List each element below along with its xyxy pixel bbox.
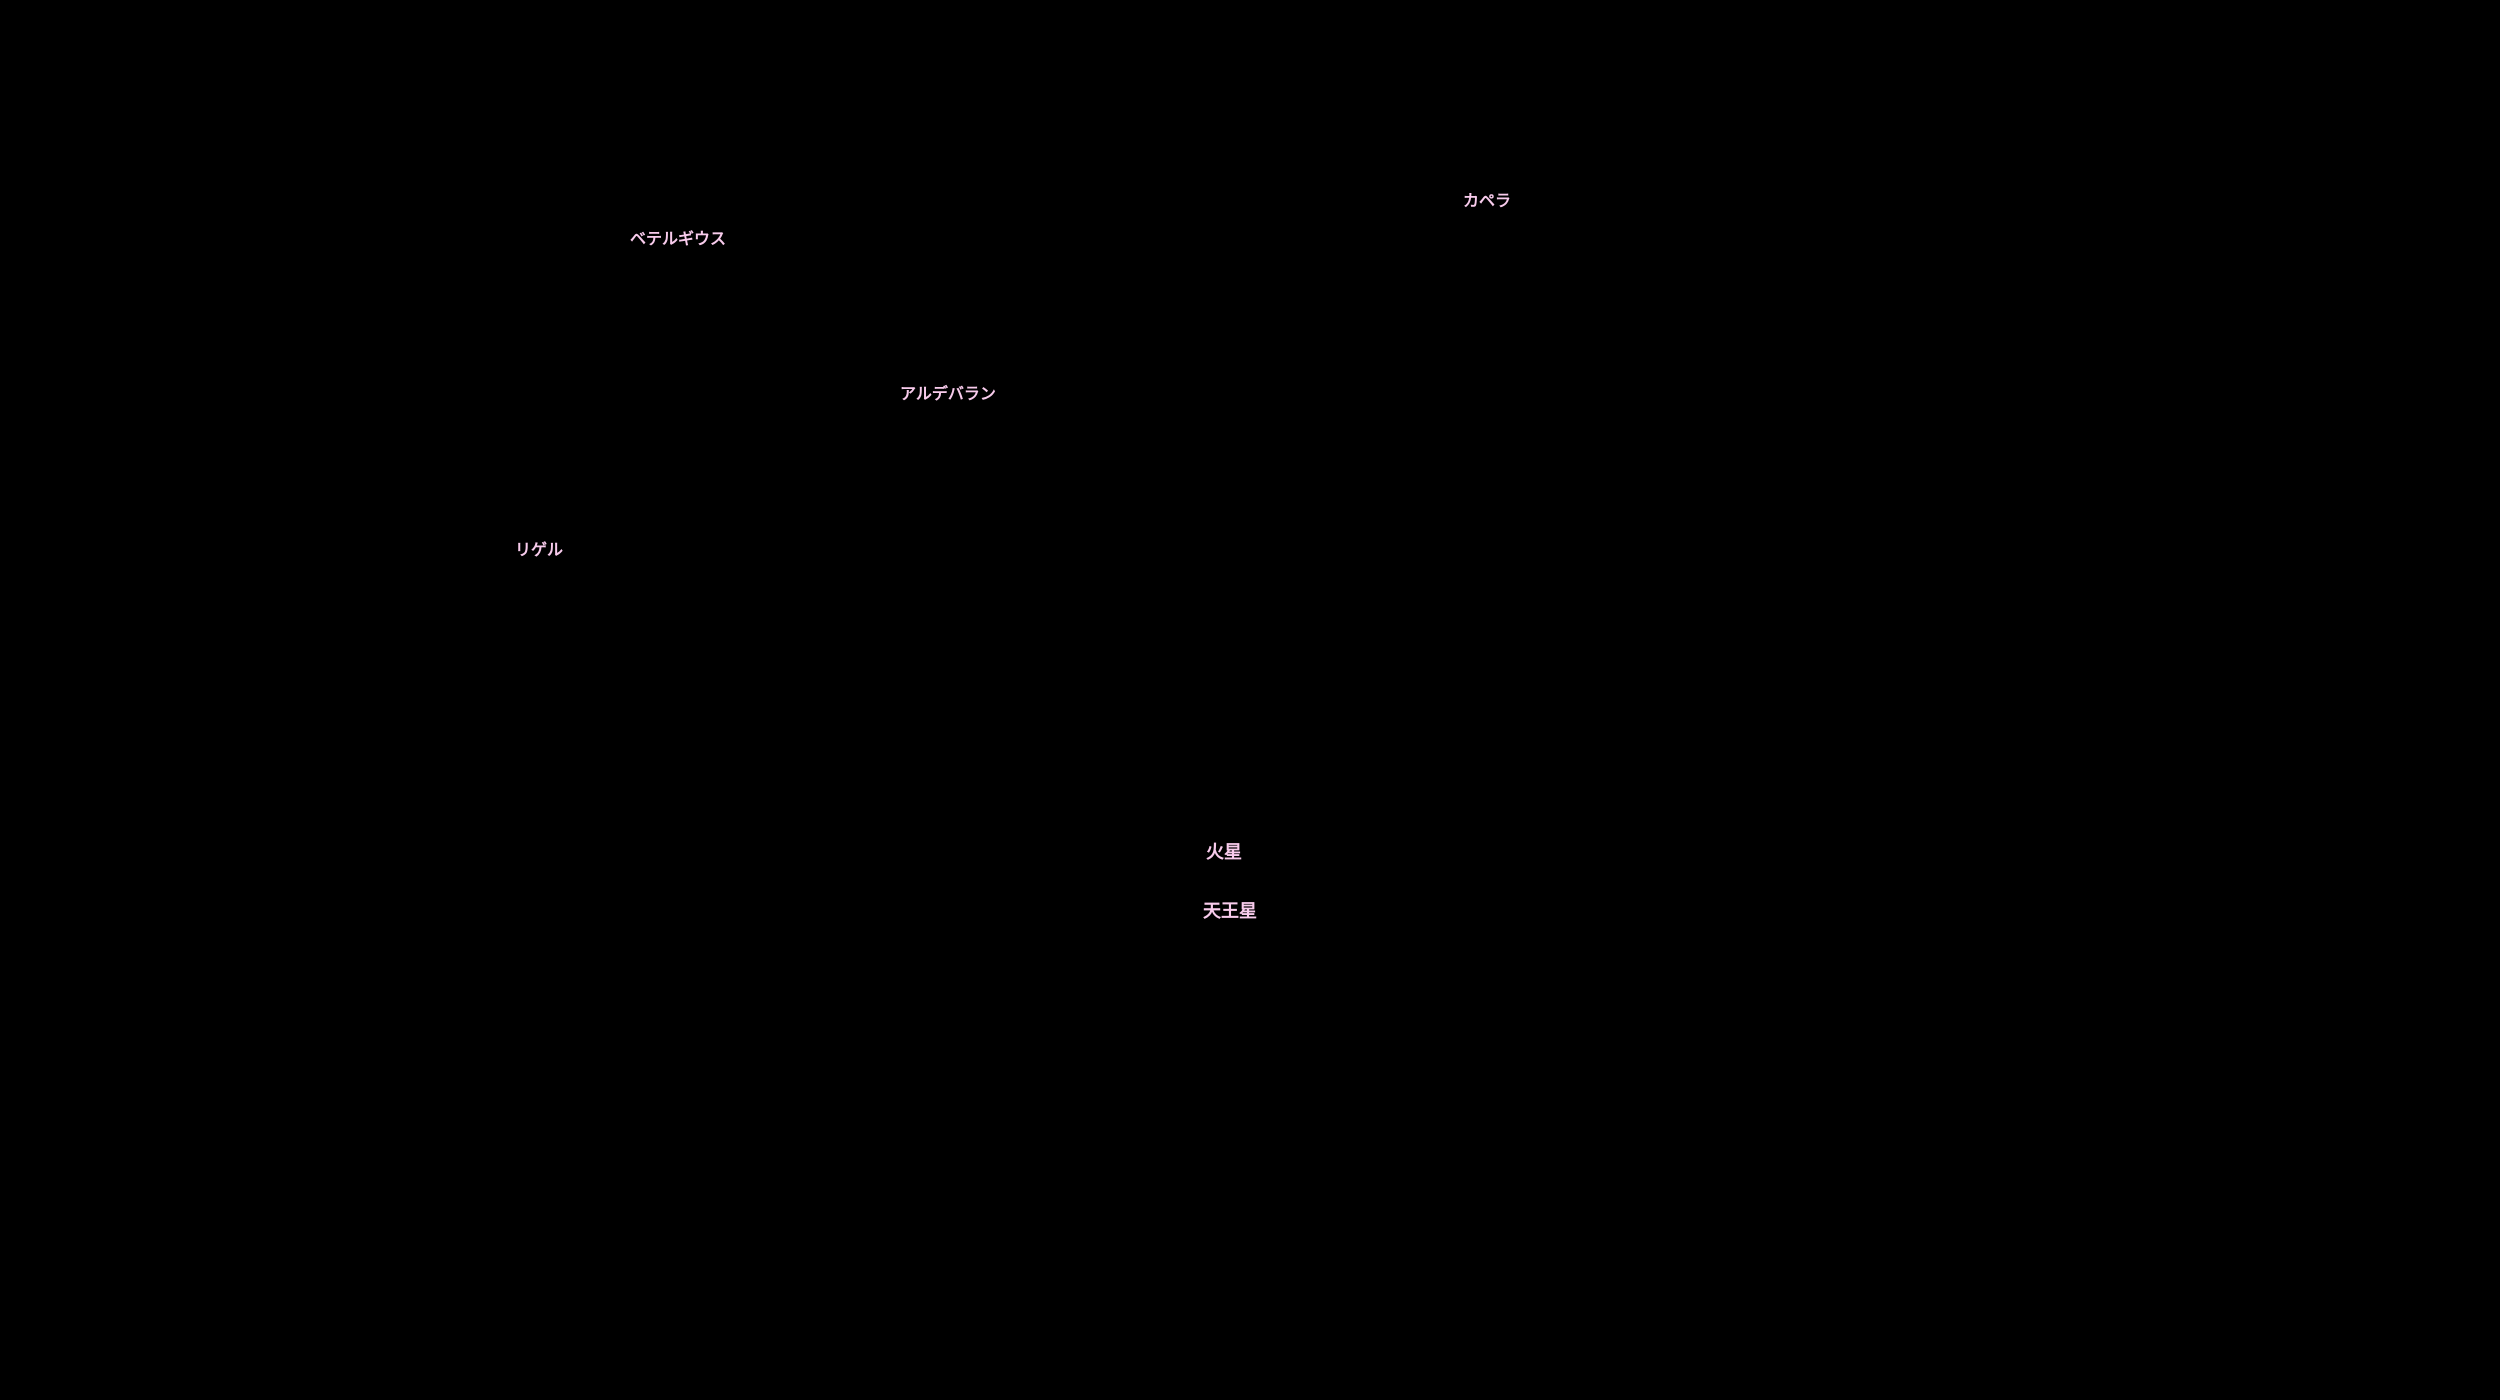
star-label-rigel[interactable]: リゲル: [515, 540, 564, 559]
planet-label-mars[interactable]: 火星: [1206, 842, 1242, 863]
star-label-capella[interactable]: カペラ: [1463, 191, 1512, 210]
star-label-betelgeuse[interactable]: ベテルギウス: [630, 229, 727, 248]
planet-label-uranus[interactable]: 天王星: [1203, 901, 1257, 922]
star-label-aldebaran[interactable]: アルデバラン: [900, 384, 996, 403]
